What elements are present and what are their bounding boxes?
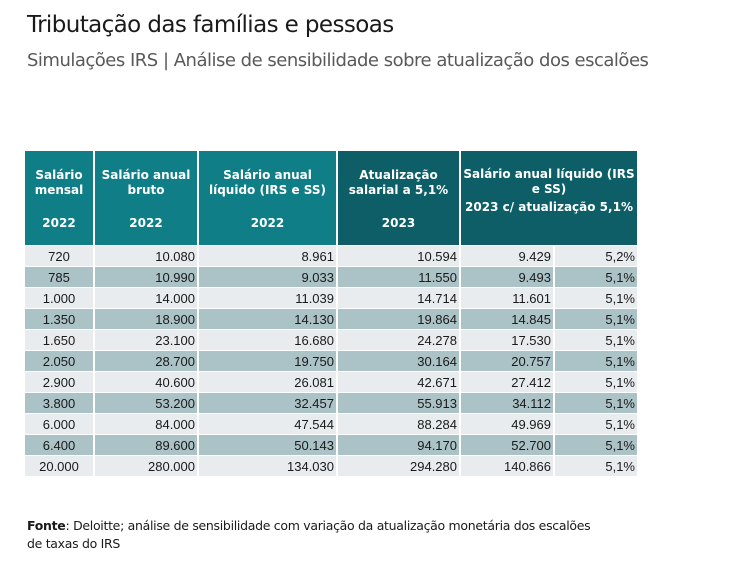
source-note: Fonte: Deloitte; análise de sensibilidad… bbox=[27, 517, 607, 553]
table-cell: 785 bbox=[25, 266, 93, 287]
table-cell: 52.700 bbox=[461, 434, 553, 455]
table-row: 785 10.990 9.033 11.550 9.493 5,1% bbox=[25, 266, 637, 287]
table-cell: 5,1% bbox=[555, 350, 637, 371]
table-cell: 30.164 bbox=[338, 350, 459, 371]
table-cell: 720 bbox=[25, 245, 93, 266]
table-row: 1.650 23.100 16.680 24.278 17.530 5,1% bbox=[25, 329, 637, 350]
column-header-label: Salário anual bruto bbox=[101, 168, 191, 197]
table-cell: 2.050 bbox=[25, 350, 93, 371]
table-cell: 32.457 bbox=[199, 392, 336, 413]
table-cell: 134.030 bbox=[199, 455, 336, 476]
table-cell: 14.714 bbox=[338, 287, 459, 308]
table-cell: 88.284 bbox=[338, 413, 459, 434]
table-row: 2.050 28.700 19.750 30.164 20.757 5,1% bbox=[25, 350, 637, 371]
column-header-year: 2022 bbox=[42, 216, 76, 230]
table-cell: 50.143 bbox=[199, 434, 336, 455]
table-cell: 5,2% bbox=[555, 245, 637, 266]
table-cell: 20.757 bbox=[461, 350, 553, 371]
page-title: Tributação das famílias e pessoas bbox=[27, 12, 394, 38]
table-cell: 294.280 bbox=[338, 455, 459, 476]
table-cell: 18.900 bbox=[95, 308, 197, 329]
table-cell: 26.081 bbox=[199, 371, 336, 392]
table-cell: 27.412 bbox=[461, 371, 553, 392]
source-text: : Deloitte; análise de sensibilidade com… bbox=[27, 518, 591, 551]
table-cell: 16.680 bbox=[199, 329, 336, 350]
table-cell: 5,1% bbox=[555, 413, 637, 434]
table-cell: 8.961 bbox=[199, 245, 336, 266]
table-cell: 11.039 bbox=[199, 287, 336, 308]
column-header-net-annual-salary-2023: Salário anual líquido (IRS e SS) 2023 c/… bbox=[461, 151, 637, 245]
page-subtitle: Simulações IRS | Análise de sensibilidad… bbox=[27, 50, 649, 71]
source-label: Fonte bbox=[27, 518, 66, 533]
table-cell: 23.100 bbox=[95, 329, 197, 350]
table-body: 720 10.080 8.961 10.594 9.429 5,2% 785 10.990 9.… bbox=[25, 245, 637, 476]
table-cell: 89.600 bbox=[95, 434, 197, 455]
column-header-label: Atualização salarial a 5,1% bbox=[348, 168, 449, 197]
table-cell: 9.493 bbox=[461, 266, 553, 287]
table-cell: 280.000 bbox=[95, 455, 197, 476]
table-cell: 11.550 bbox=[338, 266, 459, 287]
table-row: 20.000 280.000 134.030 294.280 140.866 5,1% bbox=[25, 455, 637, 476]
table-cell: 6.400 bbox=[25, 434, 93, 455]
table-cell: 10.990 bbox=[95, 266, 197, 287]
table-cell: 9.429 bbox=[461, 245, 553, 266]
table-row: 3.800 53.200 32.457 55.913 34.112 5,1% bbox=[25, 392, 637, 413]
table-cell: 5,1% bbox=[555, 329, 637, 350]
table-cell: 140.866 bbox=[461, 455, 553, 476]
table-cell: 5,1% bbox=[555, 308, 637, 329]
table-cell: 2.900 bbox=[25, 371, 93, 392]
table-cell: 14.130 bbox=[199, 308, 336, 329]
table-cell: 24.278 bbox=[338, 329, 459, 350]
table-cell: 3.800 bbox=[25, 392, 93, 413]
column-header-label: Salário mensal bbox=[34, 168, 84, 197]
table-cell: 1.650 bbox=[25, 329, 93, 350]
table-cell: 55.913 bbox=[338, 392, 459, 413]
irs-simulation-table: Salário mensal 2022 Salário anual bruto … bbox=[23, 151, 639, 476]
table-cell: 10.594 bbox=[338, 245, 459, 266]
table-cell: 5,1% bbox=[555, 455, 637, 476]
column-header-net-annual-salary-2022: Salário anual líquido (IRS e SS) 2022 bbox=[199, 151, 336, 245]
table-cell: 9.033 bbox=[199, 266, 336, 287]
table-cell: 19.750 bbox=[199, 350, 336, 371]
table-cell: 47.544 bbox=[199, 413, 336, 434]
table-cell: 34.112 bbox=[461, 392, 553, 413]
column-header-monthly-salary: Salário mensal 2022 bbox=[25, 151, 93, 245]
table-cell: 5,1% bbox=[555, 392, 637, 413]
table-cell: 19.864 bbox=[338, 308, 459, 329]
column-header-gross-annual-salary: Salário anual bruto 2022 bbox=[95, 151, 197, 245]
table-cell: 10.080 bbox=[95, 245, 197, 266]
table-cell: 14.845 bbox=[461, 308, 553, 329]
table-cell: 11.601 bbox=[461, 287, 553, 308]
table-cell: 42.671 bbox=[338, 371, 459, 392]
table-cell: 5,1% bbox=[555, 266, 637, 287]
table-cell: 17.530 bbox=[461, 329, 553, 350]
table-row: 2.900 40.600 26.081 42.671 27.412 5,1% bbox=[25, 371, 637, 392]
table-row: 6.000 84.000 47.544 88.284 49.969 5,1% bbox=[25, 413, 637, 434]
table-row: 720 10.080 8.961 10.594 9.429 5,2% bbox=[25, 245, 637, 266]
column-header-year: 2022 bbox=[129, 216, 163, 230]
table-cell: 1.000 bbox=[25, 287, 93, 308]
table-cell: 49.969 bbox=[461, 413, 553, 434]
column-header-salary-update: Atualização salarial a 5,1% 2023 bbox=[338, 151, 459, 245]
table-cell: 5,1% bbox=[555, 371, 637, 392]
table-cell: 94.170 bbox=[338, 434, 459, 455]
table-cell: 40.600 bbox=[95, 371, 197, 392]
table-cell: 14.000 bbox=[95, 287, 197, 308]
column-header-year: 2022 bbox=[250, 216, 285, 230]
table-cell: 84.000 bbox=[95, 413, 197, 434]
column-header-year: 2023 c/ atualização 5,1% bbox=[465, 200, 633, 214]
table-cell: 6.000 bbox=[25, 413, 93, 434]
table-cell: 1.350 bbox=[25, 308, 93, 329]
table-row: 6.400 89.600 50.143 94.170 52.700 5,1% bbox=[25, 434, 637, 455]
column-header-year: 2023 bbox=[381, 216, 416, 230]
table-cell: 5,1% bbox=[555, 434, 637, 455]
table-cell: 20.000 bbox=[25, 455, 93, 476]
table-cell: 5,1% bbox=[555, 287, 637, 308]
column-header-label: Salário anual líquido (IRS e SS) bbox=[463, 167, 635, 196]
table-cell: 28.700 bbox=[95, 350, 197, 371]
table-row: 1.000 14.000 11.039 14.714 11.601 5,1% bbox=[25, 287, 637, 308]
column-header-label: Salário anual líquido (IRS e SS) bbox=[208, 168, 327, 197]
table-row: 1.350 18.900 14.130 19.864 14.845 5,1% bbox=[25, 308, 637, 329]
table-cell: 53.200 bbox=[95, 392, 197, 413]
